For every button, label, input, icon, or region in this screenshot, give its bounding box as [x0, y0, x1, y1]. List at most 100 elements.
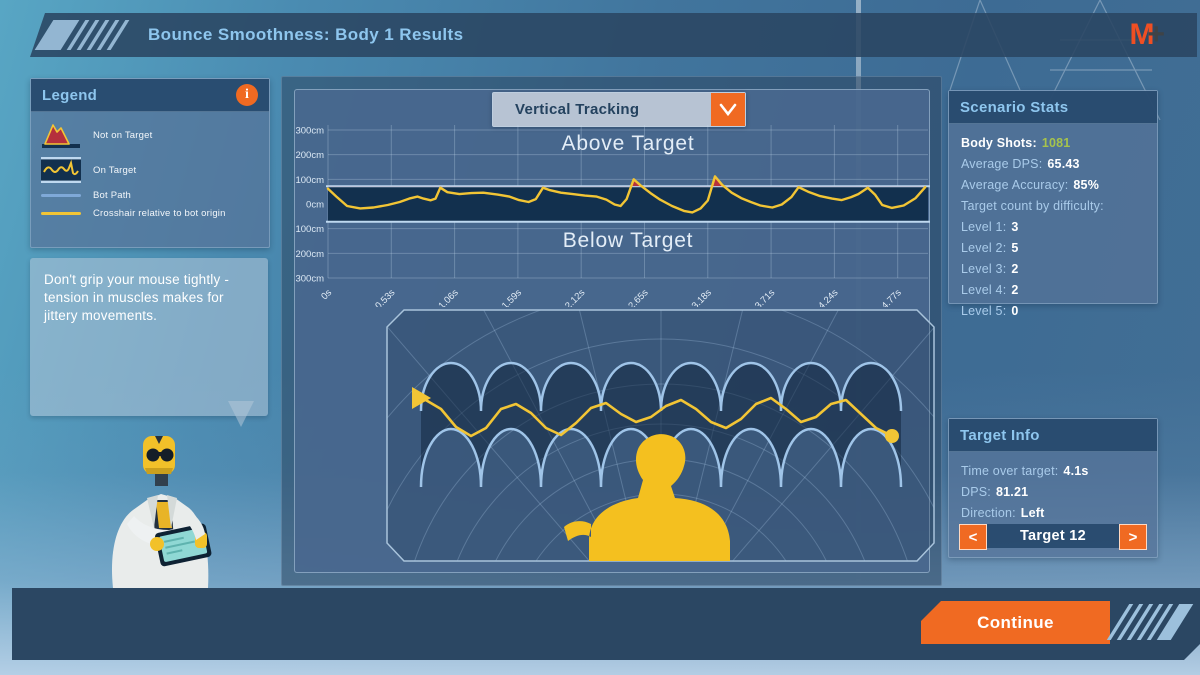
- stat-row: DPS: 81.21: [961, 482, 1145, 503]
- x-axis-tick-label: 1.06s: [436, 287, 460, 307]
- path-start-marker: [412, 387, 431, 409]
- stat-row: Average Accuracy: 85%: [961, 175, 1145, 196]
- stat-row: Level 4: 2: [961, 280, 1145, 301]
- legend-item-on-target: On Target: [41, 157, 259, 183]
- coach-tip-bubble: Don't grip your mouse tightly - tension …: [30, 258, 268, 427]
- tip-text: Don't grip your mouse tightly - tension …: [44, 272, 230, 323]
- previous-target-button[interactable]: <: [959, 524, 987, 550]
- stat-value: 65.43: [1047, 157, 1080, 171]
- stat-label: Target count by difficulty:: [961, 199, 1104, 213]
- stat-value: 4.1s: [1063, 464, 1089, 478]
- footer-hatch-decor-icon: [1106, 600, 1194, 644]
- x-axis-tick-label: 3.71s: [753, 287, 777, 307]
- stat-label: Level 1:: [961, 220, 1007, 234]
- target-body-silhouette: [564, 434, 730, 561]
- stat-value: 2: [1011, 262, 1019, 276]
- page-title: Bounce Smoothness: Body 1 Results: [148, 25, 464, 44]
- off-target-icon: [42, 124, 80, 148]
- continue-button[interactable]: Continue: [921, 601, 1110, 644]
- stat-value: Left: [1020, 506, 1045, 520]
- stat-row: Level 1: 3: [961, 217, 1145, 238]
- stat-row: Level 2: 5: [961, 238, 1145, 259]
- stat-label: Level 4:: [961, 283, 1007, 297]
- x-axis-tick-label: 0.53s: [373, 287, 397, 307]
- scenario-stats-rows: Body Shots: 1081 Average DPS: 65.43 Average …: [949, 124, 1157, 322]
- y-axis-tick-label: 200cm: [296, 150, 324, 161]
- logo-plus-icon: +: [1147, 18, 1165, 51]
- scenario-stats-title: Scenario Stats: [960, 98, 1069, 116]
- stat-row: Direction: Left: [961, 503, 1145, 524]
- x-axis-tick-label: 3.18s: [690, 287, 714, 307]
- y-axis-tick-label: 100cm: [296, 175, 324, 186]
- legend-header: Legend i: [31, 79, 269, 112]
- y-axis-tick-label: 300cm: [296, 125, 324, 136]
- path-end-marker: [885, 429, 899, 443]
- header-bar: Bounce Smoothness: Body 1 Results M+: [30, 13, 1197, 57]
- results-chart-panel: [294, 89, 930, 573]
- stat-label: Time over target:: [961, 464, 1059, 478]
- y-axis-tick-label: -200cm: [296, 249, 324, 260]
- stat-value: 2: [1011, 283, 1019, 297]
- legend-label: Not on Target: [93, 129, 153, 141]
- legend-item-crosshair: Crosshair relative to bot origin: [41, 208, 259, 219]
- x-axis-tick-label: 4.24s: [816, 287, 840, 307]
- stat-row: Level 5: 0: [961, 301, 1145, 322]
- bot-path-line: [41, 194, 81, 197]
- target-info-header: Target Info: [949, 419, 1157, 452]
- tracking-line-chart: 300cm 200cm 100cm 0cm -100cm -200cm -300cm 0s 0.…: [296, 125, 930, 307]
- y-axis-tick-label: -300cm: [296, 274, 324, 285]
- legend-label: Crosshair relative to bot origin: [93, 208, 226, 219]
- next-target-button[interactable]: >: [1119, 524, 1147, 550]
- scenario-stats-header: Scenario Stats: [949, 91, 1157, 124]
- x-axis-tick-label: 2.12s: [563, 287, 587, 307]
- stat-label: Level 5:: [961, 304, 1007, 318]
- y-axis-tick-label: -100cm: [296, 224, 324, 235]
- stat-row: Time over target: 4.1s: [961, 461, 1145, 482]
- stat-label: Body Shots:: [961, 136, 1037, 150]
- info-icon[interactable]: i: [236, 84, 258, 106]
- x-axis-tick-label: 0s: [319, 287, 334, 302]
- stat-value: 0: [1011, 304, 1019, 318]
- on-target-icon: [41, 157, 81, 183]
- brand-logo: M+: [1129, 17, 1165, 53]
- dropdown-selected-value: Vertical Tracking: [493, 93, 711, 126]
- stat-label: Level 3:: [961, 262, 1007, 276]
- target-selector: < Target 12 >: [959, 524, 1147, 550]
- legend-item-not-on-target: Not on Target: [41, 120, 259, 150]
- stat-value: 5: [1011, 241, 1019, 255]
- x-axis-tick-label: 2.65s: [626, 287, 650, 307]
- stat-row: Average DPS: 65.43: [961, 154, 1145, 175]
- target-selector-label[interactable]: Target 12: [987, 524, 1119, 548]
- hatch-decor-icon: [34, 20, 130, 50]
- crosshair-line: [41, 212, 81, 215]
- legend-item-bot-path: Bot Path: [41, 190, 259, 201]
- chevron-down-icon[interactable]: [711, 93, 745, 126]
- stat-value: 1081: [1041, 136, 1071, 150]
- legend-panel: Legend i Not on Target On Target: [30, 78, 270, 248]
- logo-m: M: [1129, 18, 1155, 51]
- bounce-path-visualization: [386, 309, 935, 562]
- stat-label: Direction:: [961, 506, 1016, 520]
- y-axis-tick-label: 0cm: [306, 200, 324, 211]
- robot-coach-illustration: [111, 436, 212, 588]
- x-axis-tick-label: 4.77s: [880, 287, 904, 307]
- tracking-mode-dropdown[interactable]: Vertical Tracking: [492, 92, 746, 127]
- stat-value: 81.21: [995, 485, 1029, 499]
- stat-value: 85%: [1073, 178, 1100, 192]
- stat-label: Level 2:: [961, 241, 1007, 255]
- legend-title: Legend: [42, 86, 98, 104]
- x-axis-tick-label: 1.59s: [500, 287, 524, 307]
- stat-label: Average DPS:: [961, 157, 1043, 171]
- stat-row: Target count by difficulty:: [961, 196, 1145, 217]
- stat-value: 3: [1011, 220, 1019, 234]
- target-info-rows: Time over target: 4.1s DPS: 81.21 Direction:…: [949, 452, 1157, 524]
- stat-label: DPS:: [961, 485, 991, 499]
- legend-label: Bot Path: [93, 190, 132, 201]
- target-info-title: Target Info: [960, 426, 1040, 444]
- scenario-stats-panel: Scenario Stats Body Shots: 1081 Average DP…: [948, 90, 1158, 318]
- stat-label: Average Accuracy:: [961, 178, 1069, 192]
- stat-row: Level 3: 2: [961, 259, 1145, 280]
- legend-label: On Target: [93, 164, 137, 176]
- stat-row: Body Shots: 1081: [961, 133, 1145, 154]
